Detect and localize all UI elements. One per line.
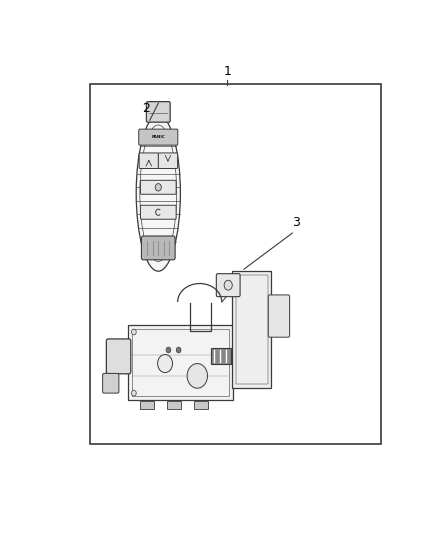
FancyBboxPatch shape — [139, 153, 159, 168]
FancyBboxPatch shape — [158, 153, 178, 168]
Circle shape — [166, 347, 171, 353]
Bar — [211, 348, 230, 364]
Bar — [236, 276, 268, 384]
FancyBboxPatch shape — [216, 273, 240, 297]
Circle shape — [187, 364, 208, 388]
Text: 2: 2 — [142, 102, 150, 115]
Circle shape — [131, 329, 136, 335]
Circle shape — [158, 354, 173, 373]
Bar — [128, 325, 233, 400]
Circle shape — [176, 347, 181, 353]
Text: 1: 1 — [223, 66, 231, 78]
Ellipse shape — [136, 115, 180, 271]
Bar — [132, 329, 229, 395]
FancyBboxPatch shape — [102, 374, 119, 393]
Circle shape — [224, 280, 232, 290]
Text: 3: 3 — [292, 216, 300, 229]
Bar — [90, 84, 381, 443]
FancyBboxPatch shape — [141, 180, 176, 194]
FancyBboxPatch shape — [141, 236, 175, 260]
FancyBboxPatch shape — [146, 102, 170, 122]
Bar — [140, 401, 154, 409]
Circle shape — [155, 183, 161, 191]
Bar — [194, 401, 208, 409]
FancyBboxPatch shape — [139, 129, 178, 145]
Bar — [232, 271, 271, 388]
Circle shape — [131, 390, 136, 396]
FancyBboxPatch shape — [141, 205, 176, 219]
FancyBboxPatch shape — [268, 295, 290, 337]
Text: PANIC: PANIC — [152, 135, 165, 139]
Bar — [167, 401, 181, 409]
FancyBboxPatch shape — [106, 339, 131, 374]
